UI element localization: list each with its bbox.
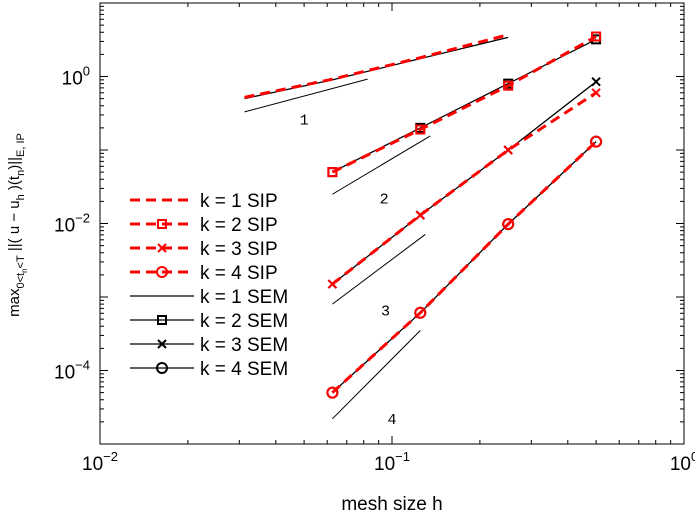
- x-tick-base: 10: [82, 454, 103, 475]
- data-point-k-3-sip: [591, 88, 601, 98]
- slope-label-2: 2: [380, 191, 389, 208]
- legend-label-k-3-sem: k = 3 SEM: [200, 335, 288, 356]
- slope-line-3: [332, 234, 426, 305]
- data-point-k-2-sip: [591, 31, 602, 42]
- slope-line-2: [332, 135, 431, 195]
- y-label-norm: ||( u − u: [6, 200, 23, 255]
- y-tick-label: 10−4: [54, 358, 90, 384]
- series-line-k-1-sip: [244, 33, 509, 99]
- data-point-k-3-sip: [503, 145, 513, 155]
- legend-label-k-1-sip: k = 1 SIP: [200, 191, 278, 212]
- series-k-1-sip: [244, 33, 509, 99]
- y-tick-exponent: −2: [75, 211, 90, 226]
- x-tick-base: 10: [670, 454, 691, 475]
- slope-label-3: 3: [381, 303, 390, 320]
- legend-label-k-1-sem: k = 1 SEM: [200, 287, 288, 308]
- legend-item-k-2-sem: k = 2 SEM: [130, 311, 288, 332]
- y-tick-exponent: 0: [83, 64, 90, 79]
- data-point-k-2-sip: [415, 124, 426, 135]
- y-tick-label: 10−2: [54, 211, 90, 237]
- series-k-2-sip: [327, 31, 602, 178]
- series-k-4-sip: [326, 135, 603, 399]
- x-axis-label: mesh size h: [341, 494, 442, 515]
- legend-marker-k-3-sem: [157, 339, 167, 349]
- x-tick-label: 10−2: [82, 449, 118, 475]
- legend-label-k-2-sip: k = 2 SIP: [200, 215, 278, 236]
- y-label-norm-mid-sub: n: [15, 170, 27, 176]
- legend-label-k-3-sip: k = 3 SIP: [200, 239, 278, 260]
- y-label-max: max: [6, 288, 23, 317]
- x-tick-label: 10−1: [374, 449, 410, 475]
- legend-marker-k-4-sip: [156, 266, 168, 278]
- legend-marker-k-3-sip: [157, 243, 167, 253]
- legend-marker-k-4-sem: [156, 362, 168, 374]
- tick-marks: [99, 3, 684, 445]
- y-label-max-sub-tail: <T: [15, 255, 27, 268]
- slope-line-4: [332, 330, 421, 420]
- y-tick-label: 100: [62, 64, 90, 90]
- slope-label-1: 1: [300, 112, 309, 129]
- legend-item-k-4-sem: k = 4 SEM: [130, 359, 288, 380]
- series-line-k-2-sip: [331, 35, 597, 174]
- data-point-k-4-sip: [414, 306, 427, 319]
- data-point-k-4-sip: [502, 218, 515, 231]
- series-lines: [244, 31, 603, 399]
- y-label-max-sub: 0<t: [15, 273, 27, 289]
- slope-label-4: 4: [387, 412, 396, 429]
- legend-item-k-1-sip: k = 1 SIP: [130, 191, 278, 212]
- data-point-k-3-sem: [591, 76, 601, 87]
- legend-item-k-1-sem: k = 1 SEM: [130, 287, 288, 308]
- data-point-k-2-sip: [327, 167, 338, 178]
- data-point-k-2-sip: [503, 80, 514, 91]
- legend-item-k-4-sip: k = 4 SIP: [130, 263, 278, 284]
- y-label-norm-sub: h: [15, 194, 27, 200]
- y-label-max-sub-sub: n: [20, 268, 29, 272]
- legend: k = 1 SIP k = 2 SIP k = 3 SIP k = 4 SIP k = …: [130, 191, 288, 380]
- series-k-3-sip: [327, 88, 601, 289]
- legend-marker-k-2-sip: [157, 219, 167, 229]
- data-point-k-3-sip: [415, 210, 426, 220]
- y-label-norm-end-sub: E, IP: [15, 133, 27, 157]
- y-axis-label: max0<tn<T ||( u − uh )(tn)||E, IP: [6, 133, 29, 317]
- y-label-norm-mid: )(t: [6, 175, 23, 194]
- slope-line-1: [244, 78, 368, 113]
- data-point-k-3-sip: [327, 279, 338, 289]
- plot-area: [99, 2, 685, 445]
- legend-item-k-2-sip: k = 2 SIP: [130, 215, 278, 236]
- svg-text:max0<tn<T ||( u − uh )(tn)||E,: max0<tn<T ||( u − uh )(tn)||E, IP: [6, 133, 29, 317]
- y-tick-base: 10: [62, 69, 83, 90]
- y-tick-base: 10: [54, 363, 75, 384]
- legend-label-k-4-sem: k = 4 SEM: [200, 359, 288, 380]
- data-point-k-4-sip: [326, 386, 339, 399]
- x-tick-label: 100: [670, 449, 695, 475]
- y-tick-exponent: −4: [75, 358, 90, 373]
- series-line-k-4-sip: [331, 140, 598, 394]
- y-tick-base: 10: [54, 216, 75, 237]
- legend-label-k-4-sip: k = 4 SIP: [200, 263, 278, 284]
- x-tick-exponent: −2: [103, 449, 118, 464]
- data-point-k-4-sip: [590, 135, 603, 148]
- x-tick-exponent: 0: [691, 449, 695, 464]
- slope-indicators: 1 2 3 4: [244, 78, 431, 429]
- x-tick-base: 10: [374, 454, 395, 475]
- legend-label-k-2-sem: k = 2 SEM: [200, 311, 288, 332]
- legend-marker-k-2-sem: [157, 315, 167, 325]
- legend-item-k-3-sip: k = 3 SIP: [130, 239, 278, 260]
- x-tick-exponent: −1: [395, 449, 410, 464]
- series-line-k-3-sip: [331, 91, 597, 286]
- y-label-norm-end: )||: [6, 157, 23, 170]
- legend-item-k-3-sem: k = 3 SEM: [130, 335, 288, 356]
